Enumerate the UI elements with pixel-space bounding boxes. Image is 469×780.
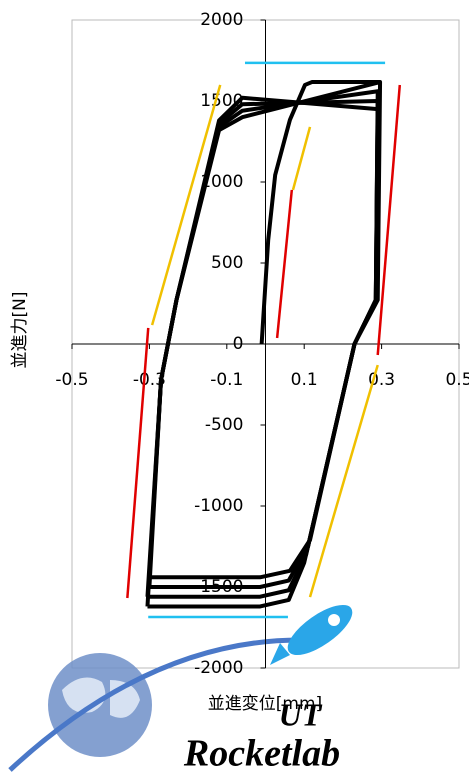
- reference-line: [127, 328, 148, 598]
- y-tick-label: 2000: [200, 10, 243, 30]
- reference-line: [277, 190, 292, 338]
- y-axis-label: 並進力[N]: [10, 292, 30, 369]
- x-tick-label: 0.1: [291, 370, 318, 390]
- logo-text: Rocketlab: [183, 733, 340, 775]
- x-tick-label: -0.1: [210, 370, 243, 390]
- logo-text: UT: [279, 696, 323, 732]
- logo-rocket: [270, 596, 360, 665]
- chart: 並進力[N] 並進変位[mm] UT Rocketlab -0.5-0.3-0.…: [0, 0, 469, 776]
- y-tick-label: 500: [211, 253, 243, 273]
- y-tick-label: -500: [205, 415, 244, 435]
- y-tick-label: -2000: [194, 658, 243, 678]
- y-tick-label: -1000: [194, 496, 243, 516]
- reference-line: [293, 127, 310, 190]
- x-tick-label: 0.5: [445, 370, 469, 390]
- reference-line: [152, 85, 220, 325]
- loop-line: [147, 98, 377, 607]
- loop-line: [147, 101, 377, 597]
- loop-line: [149, 82, 380, 577]
- x-tick-label: -0.5: [55, 370, 88, 390]
- y-tick-label: 0: [233, 334, 244, 354]
